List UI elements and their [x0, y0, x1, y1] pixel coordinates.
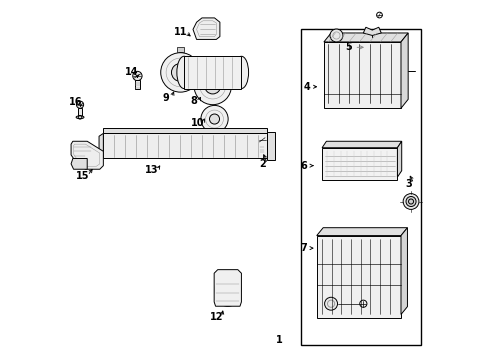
Text: 7: 7 — [301, 243, 308, 253]
Text: 11: 11 — [173, 27, 187, 37]
Circle shape — [133, 71, 142, 81]
Ellipse shape — [215, 273, 241, 306]
Circle shape — [205, 78, 220, 94]
Circle shape — [194, 67, 231, 105]
Polygon shape — [317, 228, 408, 235]
Circle shape — [330, 29, 343, 42]
Text: 1: 1 — [276, 334, 282, 345]
Bar — [135, 80, 140, 89]
Circle shape — [403, 194, 419, 210]
Circle shape — [76, 101, 84, 108]
Text: 4: 4 — [303, 82, 310, 92]
Ellipse shape — [234, 56, 248, 89]
Text: 3: 3 — [405, 179, 412, 189]
Polygon shape — [401, 33, 408, 108]
Polygon shape — [317, 235, 401, 318]
Polygon shape — [324, 33, 408, 42]
Polygon shape — [364, 27, 381, 36]
Polygon shape — [193, 18, 220, 40]
Circle shape — [172, 63, 190, 81]
Polygon shape — [71, 141, 103, 169]
Polygon shape — [401, 228, 408, 315]
Circle shape — [210, 114, 220, 124]
Bar — [300, 30, 421, 345]
Polygon shape — [177, 46, 184, 51]
Text: 2: 2 — [259, 159, 266, 169]
Ellipse shape — [177, 56, 191, 89]
Text: 13: 13 — [145, 165, 158, 175]
Polygon shape — [99, 134, 103, 158]
Bar — [78, 108, 82, 117]
Circle shape — [201, 105, 228, 133]
Polygon shape — [267, 132, 275, 160]
Polygon shape — [184, 56, 242, 89]
Polygon shape — [103, 128, 267, 134]
Polygon shape — [324, 42, 401, 108]
Polygon shape — [322, 141, 402, 148]
Circle shape — [258, 135, 267, 144]
Text: 5: 5 — [345, 42, 352, 52]
Polygon shape — [214, 270, 242, 306]
Polygon shape — [71, 158, 87, 169]
Text: 14: 14 — [125, 67, 139, 77]
Text: 6: 6 — [301, 161, 308, 171]
Text: 10: 10 — [191, 118, 204, 128]
Polygon shape — [103, 134, 267, 158]
Circle shape — [324, 297, 338, 310]
Bar — [260, 144, 265, 153]
Text: 15: 15 — [75, 171, 89, 181]
Text: 12: 12 — [210, 312, 223, 322]
Circle shape — [161, 53, 200, 92]
Ellipse shape — [76, 116, 84, 119]
Text: 9: 9 — [163, 93, 170, 103]
Polygon shape — [397, 141, 402, 177]
Polygon shape — [210, 63, 216, 67]
Circle shape — [406, 197, 416, 207]
Polygon shape — [322, 148, 397, 180]
Text: 8: 8 — [190, 96, 197, 106]
Text: 16: 16 — [69, 97, 82, 107]
